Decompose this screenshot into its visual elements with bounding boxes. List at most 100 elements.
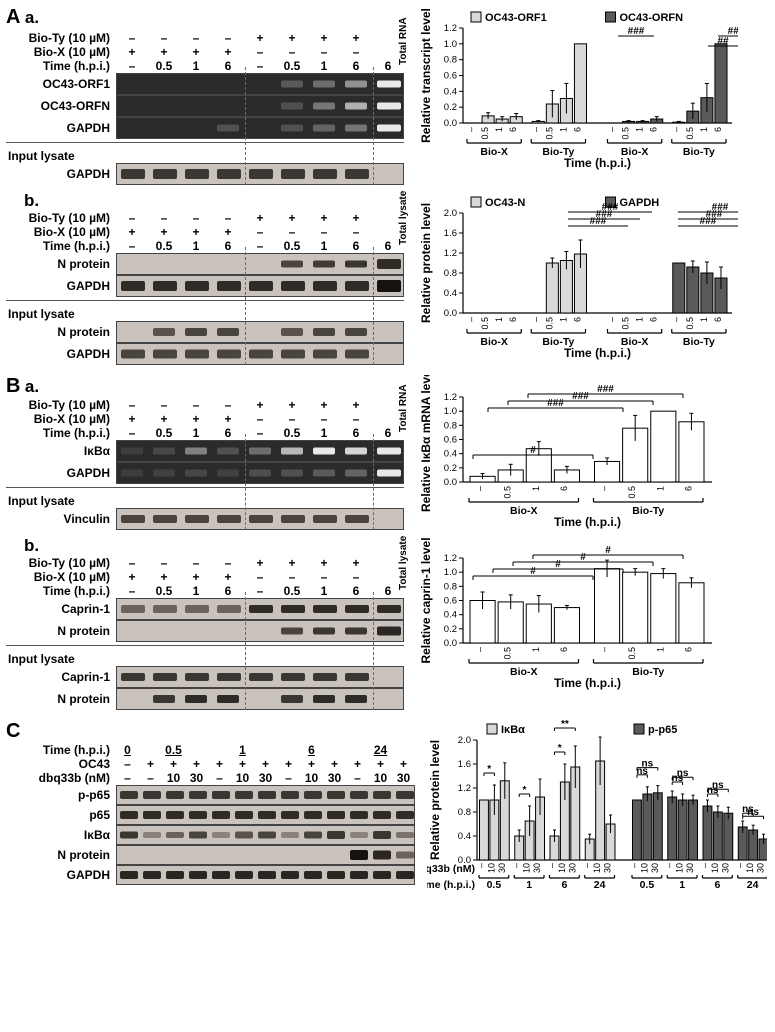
gel-band [153,328,175,336]
blot-block: Bio-Ty (10 µM)––––++++Bio-X (10 µM)++++–… [6,31,406,185]
c-h: + [231,757,254,771]
svg-text:1: 1 [494,127,504,132]
gel-band [313,261,335,268]
gel-band [281,605,305,613]
gel-band [185,470,207,477]
svg-text:Bio-Ty: Bio-Ty [683,146,715,158]
gel-band [313,515,337,523]
svg-text:0.5: 0.5 [627,486,637,499]
svg-text:0.5: 0.5 [487,879,502,891]
svg-text:10: 10 [592,863,602,873]
cond-val: 1 [180,584,212,598]
panel-C: CTime (h.p.i.)00.51624OC43–++++++++++++d… [6,720,767,900]
cond-val: + [116,570,148,584]
gel-band [304,871,322,879]
svg-text:###: ### [547,398,564,409]
total-label: Total lysate [398,207,409,245]
gel-band [235,811,253,819]
input-section: Input lysate [6,146,404,163]
svg-text:0.6: 0.6 [444,596,457,607]
gel-strip [116,508,404,530]
svg-text:###: ### [572,391,589,402]
svg-text:0.4: 0.4 [444,86,457,97]
cond-val: – [244,45,276,59]
blot-row-label: Vinculin [6,512,116,526]
gel-band [313,103,335,110]
svg-text:–: – [530,127,540,132]
svg-text:–: – [582,863,592,868]
gel-band [281,673,305,681]
figure-root: A a.Bio-Ty (10 µM)––––++++Bio-X (10 µM)+… [6,6,767,900]
gel-band [212,791,230,799]
cond-label: Time (h.p.i.) [6,426,116,440]
svg-text:Bio-Ty: Bio-Ty [632,666,664,678]
svg-text:0.5: 0.5 [544,317,554,330]
svg-text:10: 10 [710,863,720,873]
gel-band [373,871,391,879]
svg-text:0.8: 0.8 [458,807,471,818]
cond-label: Bio-X (10 µM) [6,412,116,426]
C-blot: Time (h.p.i.)00.51624OC43–++++++++++++db… [6,743,415,885]
gel-band [313,125,335,132]
gel-band [327,831,345,839]
cond-val: – [308,45,340,59]
svg-text:6: 6 [649,127,659,132]
gel-band [217,673,241,681]
svg-text:0.8: 0.8 [444,581,457,592]
gel-band [189,832,207,839]
svg-text:–: – [599,647,609,652]
gel-band [235,832,253,839]
gel-strip [116,598,404,620]
cond-val: 6 [212,426,244,440]
c-h: 6 [300,743,323,757]
Aa-chart: 0.00.20.40.60.81.01.2Relative transcript… [418,6,738,171]
svg-text:Bio-X: Bio-X [510,666,537,678]
cond-val: + [340,398,372,412]
gel-band [121,673,145,681]
svg-text:30: 30 [650,863,660,873]
svg-text:Bio-Ty: Bio-Ty [683,336,715,348]
svg-text:Time (h.p.i.): Time (h.p.i.) [554,676,621,690]
Ab-chart: 0.00.40.81.21.62.0Relative protein level… [418,191,738,361]
gel-strip [116,462,404,484]
gel-band [396,811,414,819]
gel-band [281,81,303,88]
blot-row-label: GAPDH [6,347,116,361]
cond-val: – [116,584,148,598]
gel-band [304,791,322,799]
gel-band [281,261,303,268]
Bb-chart: 0.00.20.40.60.81.01.2Relative caprin-1 l… [418,536,718,691]
svg-text:6: 6 [714,879,720,891]
c-h: 30 [392,771,415,785]
c-row: p-p65 [6,788,116,802]
gel-band [217,515,241,523]
cond-val: 6 [340,239,372,253]
svg-text:#: # [530,445,536,456]
gel-band [281,628,303,635]
svg-text:30: 30 [567,863,577,873]
cond-val: 1 [308,426,340,440]
gel-band [212,832,230,838]
gel-band [166,871,184,879]
c-h: – [139,771,162,785]
gel-band [217,281,241,291]
cond-val: + [244,398,276,412]
cond-val: – [116,556,148,570]
gel-band [217,169,241,179]
svg-text:0.5: 0.5 [685,317,695,330]
svg-text:10: 10 [557,863,567,873]
gel-band [345,470,367,477]
gel-strip [116,825,415,845]
gel-band [281,515,305,523]
gel-band [313,328,335,336]
cond-label: Bio-Ty (10 µM) [6,398,116,412]
Aa-left: A a.Bio-Ty (10 µM)––––++++Bio-X (10 µM)+… [6,6,406,185]
gel-strip [116,253,404,275]
cond-label: Bio-X (10 µM) [6,225,116,239]
gel-band [153,673,177,681]
svg-text:–: – [599,486,609,491]
gel-band [345,515,369,523]
svg-text:6: 6 [508,317,518,322]
gel-band [345,350,369,359]
gel-strip [116,440,404,462]
